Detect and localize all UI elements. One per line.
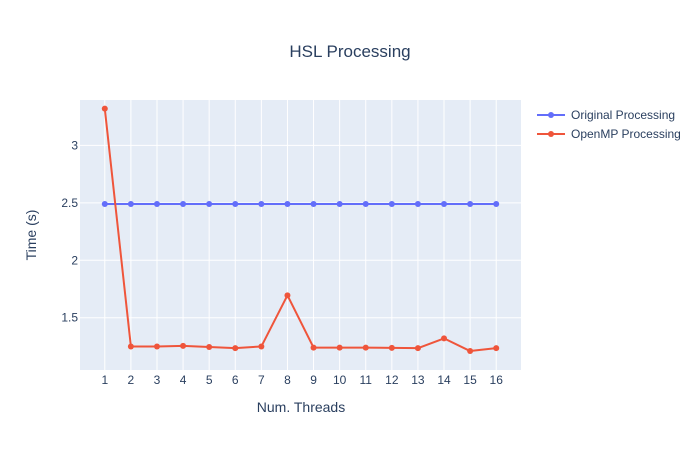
y-axis-ticks: 1.5 2 2.5 3: [61, 138, 78, 324]
x-tick-label: 3: [154, 373, 161, 387]
series-line: [103, 108, 497, 353]
data-point[interactable]: [493, 200, 500, 207]
chart-title: HSL Processing: [289, 42, 410, 61]
data-point[interactable]: [467, 348, 474, 355]
x-tick-label: 15: [463, 373, 477, 387]
legend-marker: [548, 112, 554, 118]
x-tick-label: 9: [310, 373, 317, 387]
data-point[interactable]: [467, 200, 474, 207]
x-tick-label: 10: [333, 373, 347, 387]
x-tick-label: 16: [490, 373, 504, 387]
x-tick-label: 2: [128, 373, 135, 387]
data-point[interactable]: [388, 200, 395, 207]
legend-item[interactable]: OpenMP Processing: [537, 127, 681, 141]
data-point[interactable]: [441, 335, 448, 342]
data-point[interactable]: [127, 200, 134, 207]
legend[interactable]: Original Processing OpenMP Processing: [537, 108, 681, 141]
legend-label: Original Processing: [571, 108, 675, 122]
data-point[interactable]: [258, 343, 265, 350]
x-tick-label: 11: [360, 373, 373, 387]
x-tick-label: 13: [411, 373, 425, 387]
legend-item[interactable]: Original Processing: [537, 108, 675, 122]
y-tick-label: 3: [71, 138, 78, 152]
x-tick-label: 8: [284, 373, 291, 387]
data-point[interactable]: [414, 200, 421, 207]
data-point[interactable]: [284, 200, 291, 207]
legend-marker: [548, 131, 554, 137]
data-point[interactable]: [336, 200, 343, 207]
x-tick-label: 4: [180, 373, 187, 387]
series-1: [101, 200, 500, 207]
x-axis-ticks: 1 2 3 4 5 6 7 8 9 10 11 12 13 14 15 16: [101, 373, 503, 387]
data-point[interactable]: [441, 200, 448, 207]
y-axis-label: Time (s): [23, 210, 39, 261]
data-point[interactable]: [414, 345, 421, 352]
data-point[interactable]: [388, 344, 395, 351]
plot-area: [80, 100, 521, 370]
data-point[interactable]: [232, 345, 239, 352]
y-tick-label: 2.5: [61, 196, 78, 210]
data-point[interactable]: [180, 342, 187, 349]
data-point[interactable]: [284, 292, 291, 299]
data-point[interactable]: [493, 345, 500, 352]
data-point[interactable]: [232, 200, 239, 207]
data-point[interactable]: [101, 200, 108, 207]
grid-lines: [80, 100, 521, 370]
series-2: [101, 105, 500, 355]
data-point[interactable]: [153, 343, 160, 350]
y-tick-label: 1.5: [61, 311, 78, 325]
x-tick-label: 5: [206, 373, 213, 387]
x-tick-label: 7: [258, 373, 265, 387]
data-point[interactable]: [310, 200, 317, 207]
x-tick-label: 6: [232, 373, 239, 387]
data-point[interactable]: [127, 343, 134, 350]
data-point[interactable]: [153, 200, 160, 207]
series-layer: [101, 105, 500, 355]
x-axis-label: Num. Threads: [257, 399, 345, 415]
data-point[interactable]: [336, 344, 343, 351]
data-point[interactable]: [362, 200, 369, 207]
x-tick-label: 1: [101, 373, 108, 387]
data-point[interactable]: [101, 105, 108, 112]
x-tick-label: 14: [437, 373, 451, 387]
data-point[interactable]: [206, 344, 213, 351]
data-point[interactable]: [258, 200, 265, 207]
data-point[interactable]: [362, 344, 369, 351]
legend-label: OpenMP Processing: [571, 127, 681, 141]
x-tick-label: 12: [385, 373, 399, 387]
y-tick-label: 2: [71, 253, 78, 267]
data-point[interactable]: [180, 200, 187, 207]
data-point[interactable]: [206, 200, 213, 207]
data-point[interactable]: [310, 344, 317, 351]
